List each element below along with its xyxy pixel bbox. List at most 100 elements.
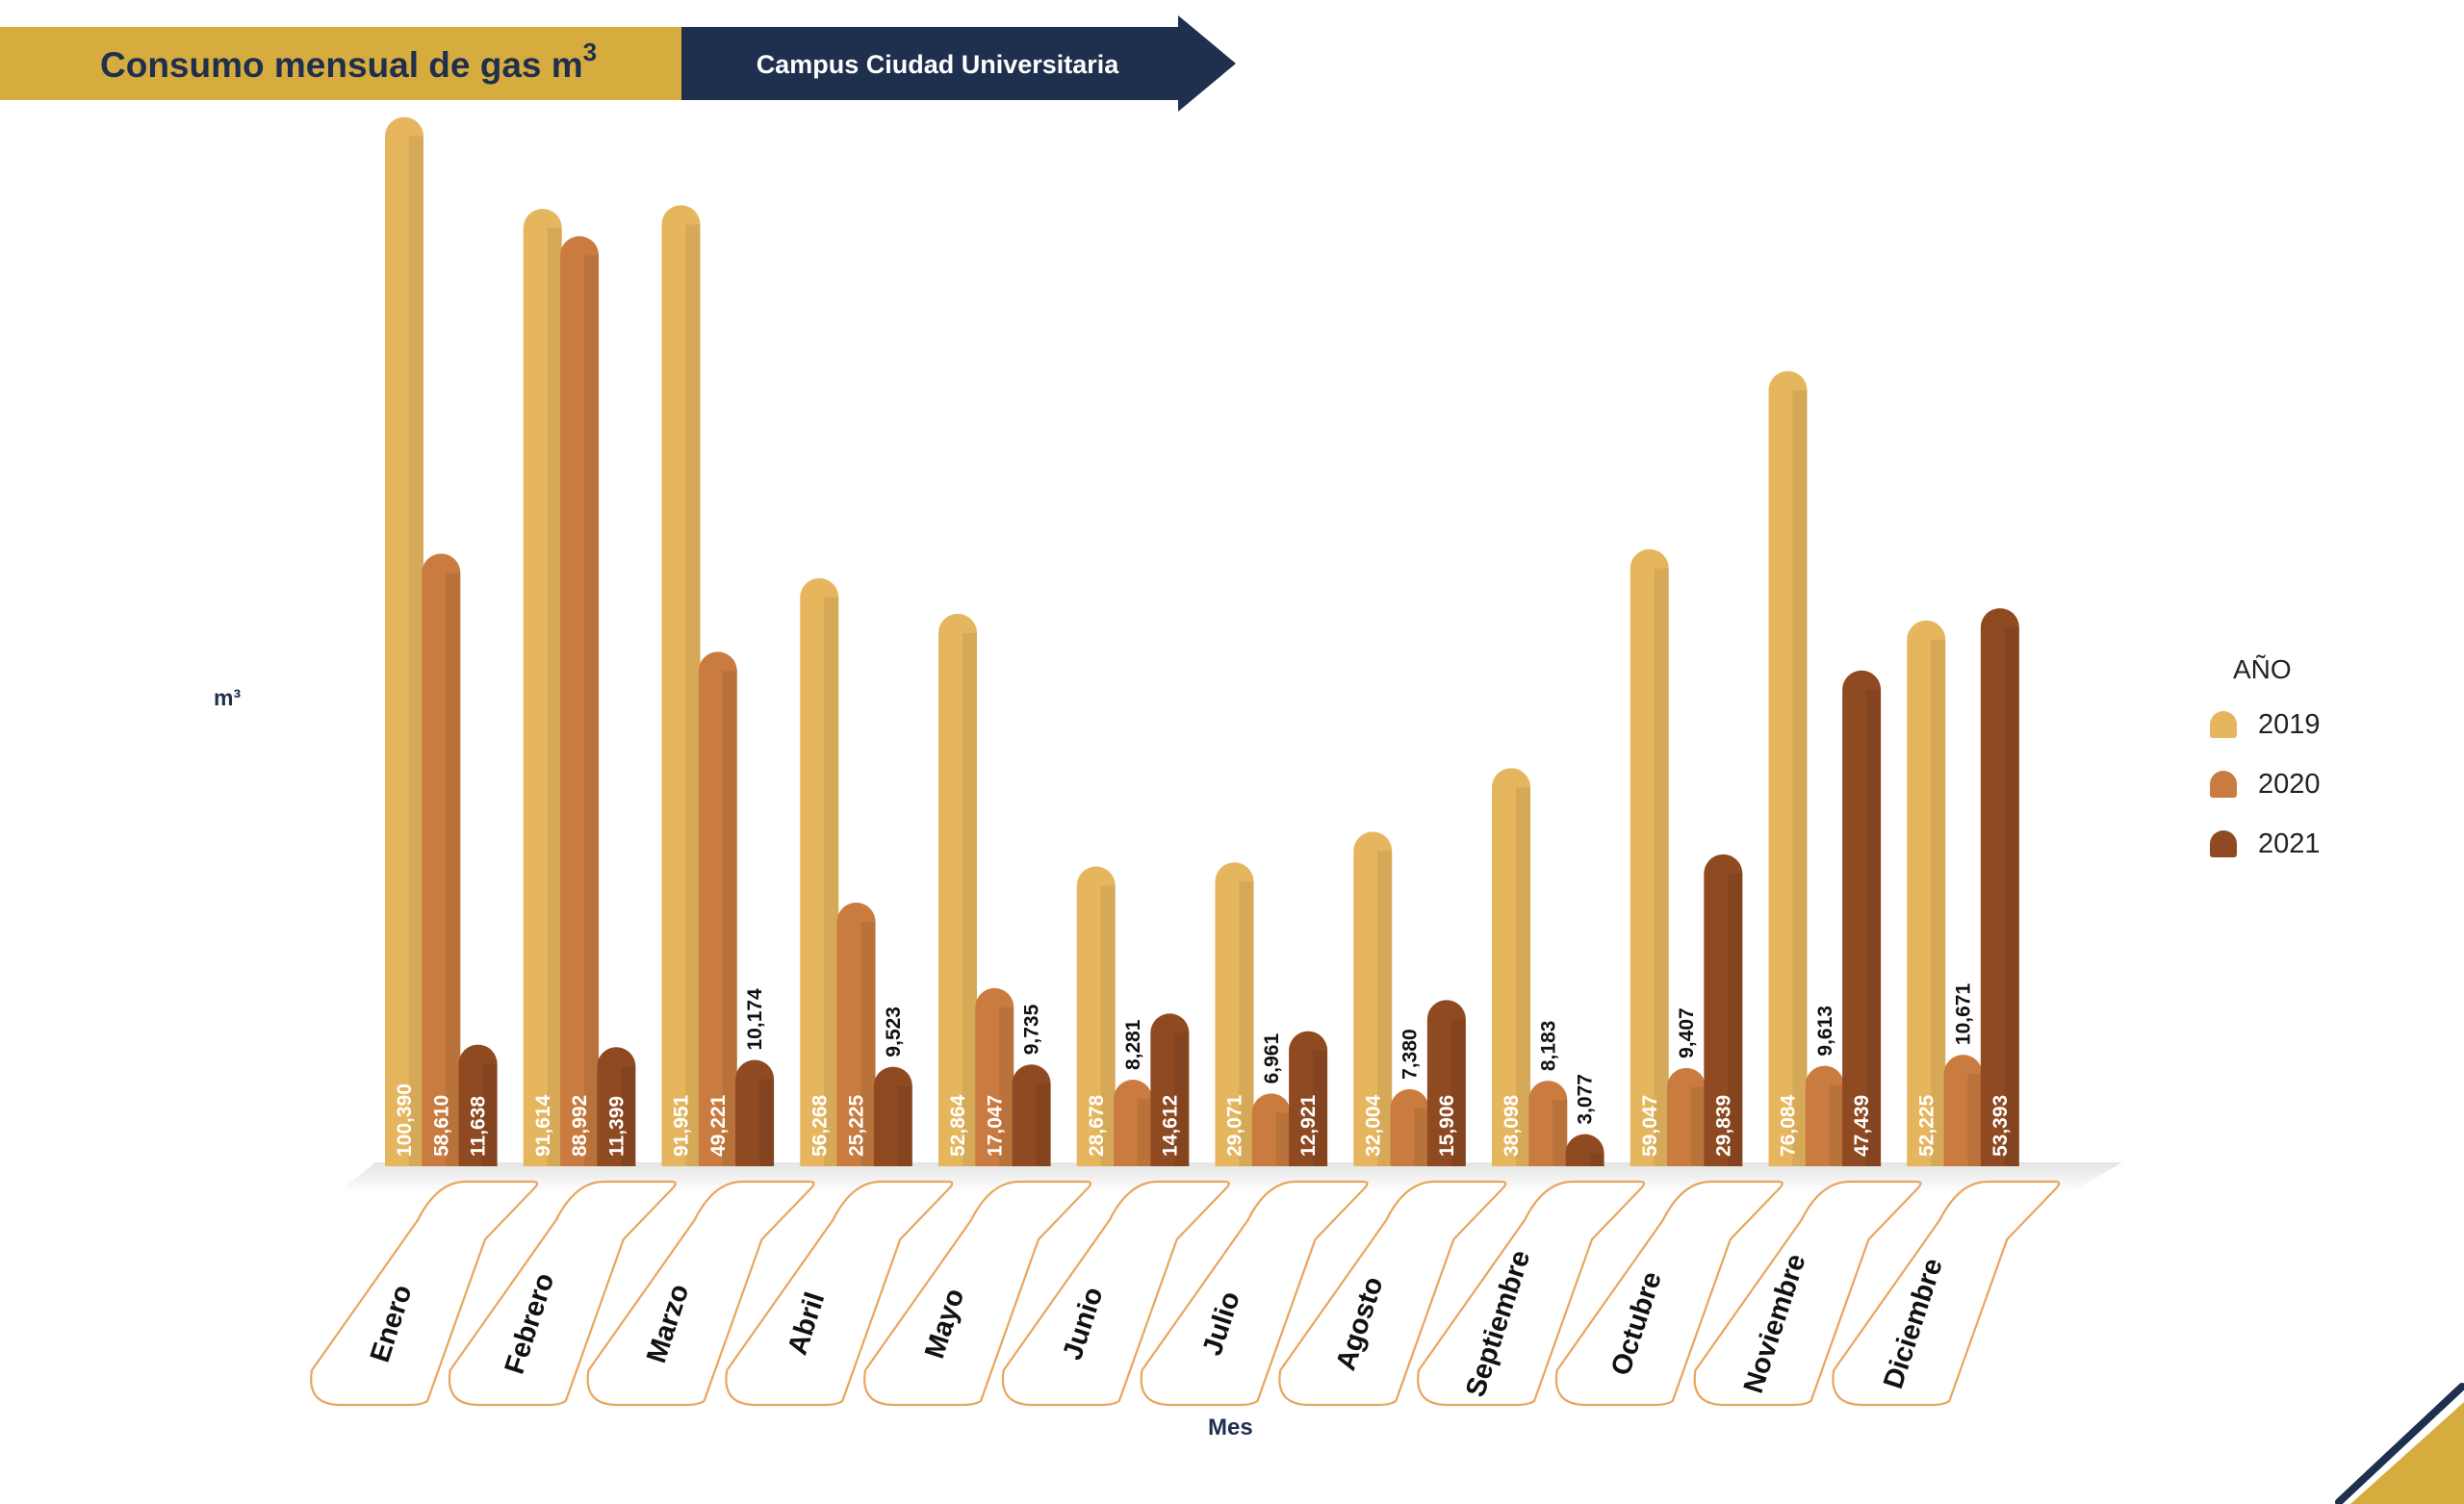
bar-value-label: 49,221 (707, 1094, 730, 1157)
bar-mayo-2021 (1012, 1064, 1051, 1166)
month-tag-noviembre (1693, 1180, 1922, 1407)
bar-value-label: 76,084 (1778, 1094, 1800, 1157)
bar-shade (1174, 1032, 1190, 1166)
bar-value-label: 9,735 (1021, 1004, 1043, 1055)
bar-noviembre-2019 (1768, 370, 1808, 1166)
bar-shade (1865, 689, 1882, 1166)
bar-shade (1377, 851, 1393, 1166)
bar-shade (408, 136, 424, 1166)
corner-decoration (2335, 1383, 2464, 1504)
bar-shade (1239, 881, 1254, 1166)
legend-title: AÑO (2233, 654, 2292, 684)
y-axis-label: m³ (214, 685, 242, 710)
bar-shade (482, 1063, 498, 1166)
bar-shade (1414, 1108, 1429, 1166)
bar-value-label: 91,951 (671, 1094, 693, 1157)
bar-shade (1792, 390, 1808, 1166)
month-tag-abril (725, 1180, 954, 1407)
bar-diciembre-2020 (1943, 1055, 1983, 1166)
bar-septiembre-2019 (1492, 768, 1530, 1166)
bar-abril-2020 (836, 903, 876, 1166)
bar-value-label: 100,390 (394, 1083, 416, 1157)
bar-value-label: 9,613 (1814, 1006, 1836, 1057)
bar-marzo-2020 (698, 651, 737, 1166)
bar-value-label: 58,610 (430, 1095, 452, 1157)
bar-value-label: 29,839 (1712, 1095, 1734, 1157)
bar-shade (1728, 873, 1743, 1166)
bar-shade (621, 1066, 636, 1166)
bar-octubre-2020 (1667, 1067, 1707, 1166)
bar-enero-2021 (458, 1044, 498, 1166)
bar-shade (1654, 568, 1669, 1166)
legend-swatch (2210, 771, 2237, 798)
legend-swatch (2210, 830, 2237, 857)
bar-value-label: 9,523 (883, 1007, 905, 1058)
bar-value-label: 9,407 (1676, 1007, 1698, 1058)
month-tag-julio (1140, 1180, 1369, 1407)
bar-agosto-2021 (1426, 1000, 1466, 1166)
bar-junio-2020 (1114, 1080, 1153, 1166)
month-tag-diciembre (1832, 1180, 2061, 1407)
month-tag-marzo (586, 1180, 815, 1407)
chart-subtitle: Campus Ciudad Universitaria (756, 50, 1119, 79)
bar-shade (860, 922, 876, 1166)
bar-shade (583, 255, 600, 1166)
bar-value-label: 12,921 (1297, 1094, 1320, 1157)
bar-mayo-2019 (938, 613, 977, 1166)
bar-shade (1589, 1153, 1604, 1166)
bar-shade (1515, 787, 1530, 1166)
bar-julio-2020 (1251, 1093, 1291, 1166)
bar-marzo-2019 (661, 205, 701, 1167)
bar-value-label: 8,281 (1122, 1019, 1144, 1070)
bar-shade (2004, 627, 2019, 1166)
bar-value-label: 25,225 (846, 1094, 868, 1157)
bar-value-label: 6,961 (1261, 1033, 1283, 1084)
bar-value-label: 52,225 (1915, 1094, 1938, 1157)
bar-value-label: 52,864 (947, 1094, 969, 1157)
bar-abril-2021 (873, 1066, 912, 1166)
bar-shade (1137, 1099, 1153, 1166)
bar-shade (446, 573, 461, 1166)
bar-value-label: 47,439 (1851, 1095, 1873, 1157)
bar-shade (685, 224, 701, 1167)
bar-noviembre-2021 (1842, 670, 1882, 1166)
bar-value-label: 59,047 (1639, 1095, 1661, 1157)
bar-value-label: 11,638 (468, 1096, 490, 1157)
bar-shade (722, 671, 737, 1166)
legend-swatch (2210, 711, 2237, 738)
bar-shade (897, 1085, 912, 1166)
bar-mayo-2020 (975, 987, 1014, 1166)
bar-enero-2019 (385, 116, 424, 1166)
bar-shade (999, 1007, 1014, 1166)
legend: AÑO 2019 2020 2021 (2210, 654, 2321, 874)
bar-shade (1553, 1100, 1568, 1166)
bar-shade (1829, 1084, 1844, 1166)
page-title: Consumo mensual de gas m3 (100, 37, 598, 85)
bar-value-label: 7,380 (1399, 1029, 1422, 1080)
bar-shade (1967, 1074, 1983, 1166)
legend-label: 2021 (2258, 828, 2321, 859)
bar-shade (1690, 1086, 1707, 1166)
bar-shade (547, 227, 562, 1167)
bar-shade (824, 597, 839, 1166)
bar-value-label: 17,047 (984, 1095, 1006, 1157)
bar-value-label: 53,393 (1989, 1095, 2012, 1157)
bar-octubre-2021 (1704, 854, 1743, 1166)
bar-shade (1312, 1050, 1328, 1166)
legend-label: 2020 (2258, 768, 2321, 800)
bar-value-label: 32,004 (1362, 1094, 1384, 1157)
bar-junio-2019 (1076, 866, 1116, 1166)
bar-junio-2021 (1150, 1013, 1190, 1166)
header-gold-band (0, 27, 681, 100)
month-tag-febrero (448, 1180, 677, 1407)
bar-value-label: 91,614 (532, 1094, 554, 1157)
bar-value-label: 11,399 (605, 1096, 628, 1157)
bar-value-label: 29,071 (1224, 1094, 1246, 1157)
bar-septiembre-2020 (1528, 1081, 1568, 1166)
month-tag-mayo (863, 1180, 1092, 1407)
bar-diciembre-2019 (1907, 620, 1946, 1166)
month-tag-septiembre (1417, 1180, 1646, 1407)
bar-shade (758, 1079, 775, 1166)
bar-enero-2020 (422, 553, 461, 1166)
bar-value-label: 3,077 (1575, 1074, 1597, 1125)
